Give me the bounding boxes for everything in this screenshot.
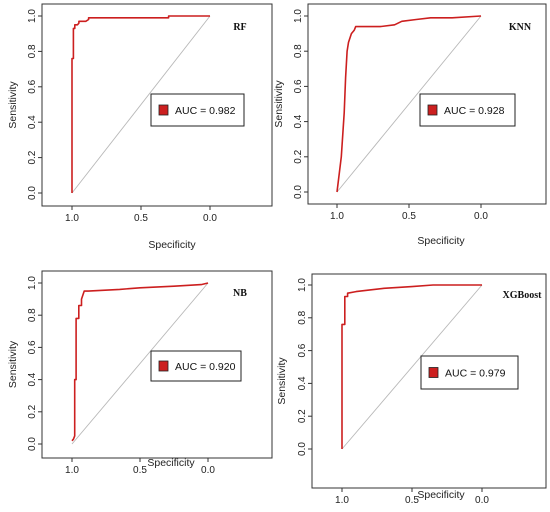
- auc-legend-label: AUC = 0.979: [445, 368, 506, 380]
- auc-legend-label: AUC = 0.920: [175, 361, 236, 373]
- x-tick-label: 0.0: [203, 213, 217, 224]
- roc-curve-line: [71, 15, 210, 193]
- diagonal-reference-line: [336, 15, 482, 193]
- auc-legend-label: AUC = 0.982: [175, 105, 236, 117]
- auc-legend-swatch: [427, 104, 438, 116]
- x-tick-label: 0.5: [402, 211, 416, 222]
- x-tick-label: 0.5: [134, 213, 148, 224]
- y-tick-label: 0.6: [293, 79, 304, 93]
- y-tick-label: 0.6: [297, 343, 308, 357]
- roc-curve-line: [341, 284, 482, 449]
- model-title: XGBoost: [503, 290, 543, 301]
- auc-legend-label: AUC = 0.928: [444, 105, 505, 117]
- x-tick-label: 0.0: [475, 495, 489, 506]
- x-axis-label: Specificity: [417, 489, 465, 501]
- y-tick-label: 0.0: [297, 442, 308, 456]
- auc-legend-swatch: [158, 104, 169, 116]
- roc-panel-xgboost: 0.0 0.2 0.4 0.6 0.8 1.0 1.0 0.5 0.0 Specificity Se…: [276, 273, 547, 506]
- y-tick-label: 0.8: [27, 308, 38, 322]
- roc-curve-line: [71, 282, 209, 442]
- y-tick-label: 0.4: [27, 372, 38, 386]
- diagonal-reference-line: [71, 15, 211, 194]
- x-tick-label: 0.5: [133, 465, 147, 476]
- roc-panel-nb: 0.0 0.2 0.4 0.6 0.8 1.0 1.0 0.5 0.0 Specificity Se…: [7, 270, 273, 476]
- y-tick-label: 0.4: [297, 376, 308, 390]
- model-title: RF: [233, 22, 246, 33]
- model-title: NB: [233, 288, 247, 299]
- y-tick-label: 0.6: [27, 340, 38, 354]
- x-tick-label: 0.5: [405, 495, 419, 506]
- x-axis-label: Specificity: [148, 239, 196, 251]
- y-tick-label: 0.2: [27, 404, 38, 418]
- y-tick-label: 1.0: [293, 9, 304, 23]
- y-tick-label: 1.0: [297, 278, 308, 292]
- roc-curve-line: [336, 15, 482, 193]
- y-tick-label: 1.0: [27, 276, 38, 290]
- y-tick-label: 0.0: [27, 186, 38, 200]
- y-tick-label: 0.8: [293, 44, 304, 58]
- roc-panel-knn: 0.0 0.2 0.4 0.6 0.8 1.0 1.0 0.5 0.0 Specificity Se…: [273, 3, 547, 247]
- y-tick-label: 0.8: [297, 310, 308, 324]
- auc-legend-swatch: [158, 360, 169, 372]
- diagonal-reference-line: [71, 282, 209, 445]
- x-tick-label: 1.0: [65, 213, 79, 224]
- y-tick-label: 0.2: [297, 409, 308, 423]
- x-tick-label: 0.0: [201, 465, 215, 476]
- x-tick-label: 0.0: [474, 211, 488, 222]
- model-title: KNN: [509, 22, 532, 33]
- y-tick-label: 0.0: [293, 185, 304, 199]
- y-axis-label: Sensitivity: [7, 340, 19, 388]
- x-axis-label: Specificity: [417, 235, 465, 247]
- y-tick-label: 0.0: [27, 437, 38, 451]
- y-tick-label: 0.6: [27, 79, 38, 93]
- y-axis-label: Sensitivity: [273, 80, 285, 128]
- y-tick-label: 1.0: [27, 9, 38, 23]
- auc-legend-swatch: [428, 367, 439, 378]
- roc-panel-rf: 0.0 0.2 0.4 0.6 0.8 1.0 1.0 0.5 0.0 Specificity Se…: [7, 3, 273, 251]
- y-tick-label: 0.2: [293, 149, 304, 163]
- diagonal-reference-line: [341, 284, 483, 450]
- x-axis-label: Specificity: [147, 457, 195, 469]
- y-tick-label: 0.2: [27, 150, 38, 164]
- x-tick-label: 1.0: [330, 211, 344, 222]
- y-tick-label: 0.4: [293, 114, 304, 128]
- x-tick-label: 1.0: [335, 495, 349, 506]
- y-axis-label: Sensitivity: [7, 81, 19, 129]
- y-tick-label: 0.8: [27, 44, 38, 58]
- y-tick-label: 0.4: [27, 115, 38, 129]
- y-axis-label: Sensitivity: [276, 357, 288, 405]
- x-tick-label: 1.0: [65, 465, 79, 476]
